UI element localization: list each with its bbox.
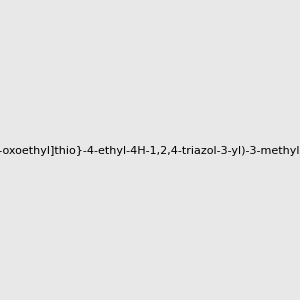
Text: N-[1-(5-{[2-(benzylamino)-2-oxoethyl]thio}-4-ethyl-4H-1,2,4-triazol-3-yl)-3-meth: N-[1-(5-{[2-(benzylamino)-2-oxoethyl]thi… — [0, 146, 300, 157]
